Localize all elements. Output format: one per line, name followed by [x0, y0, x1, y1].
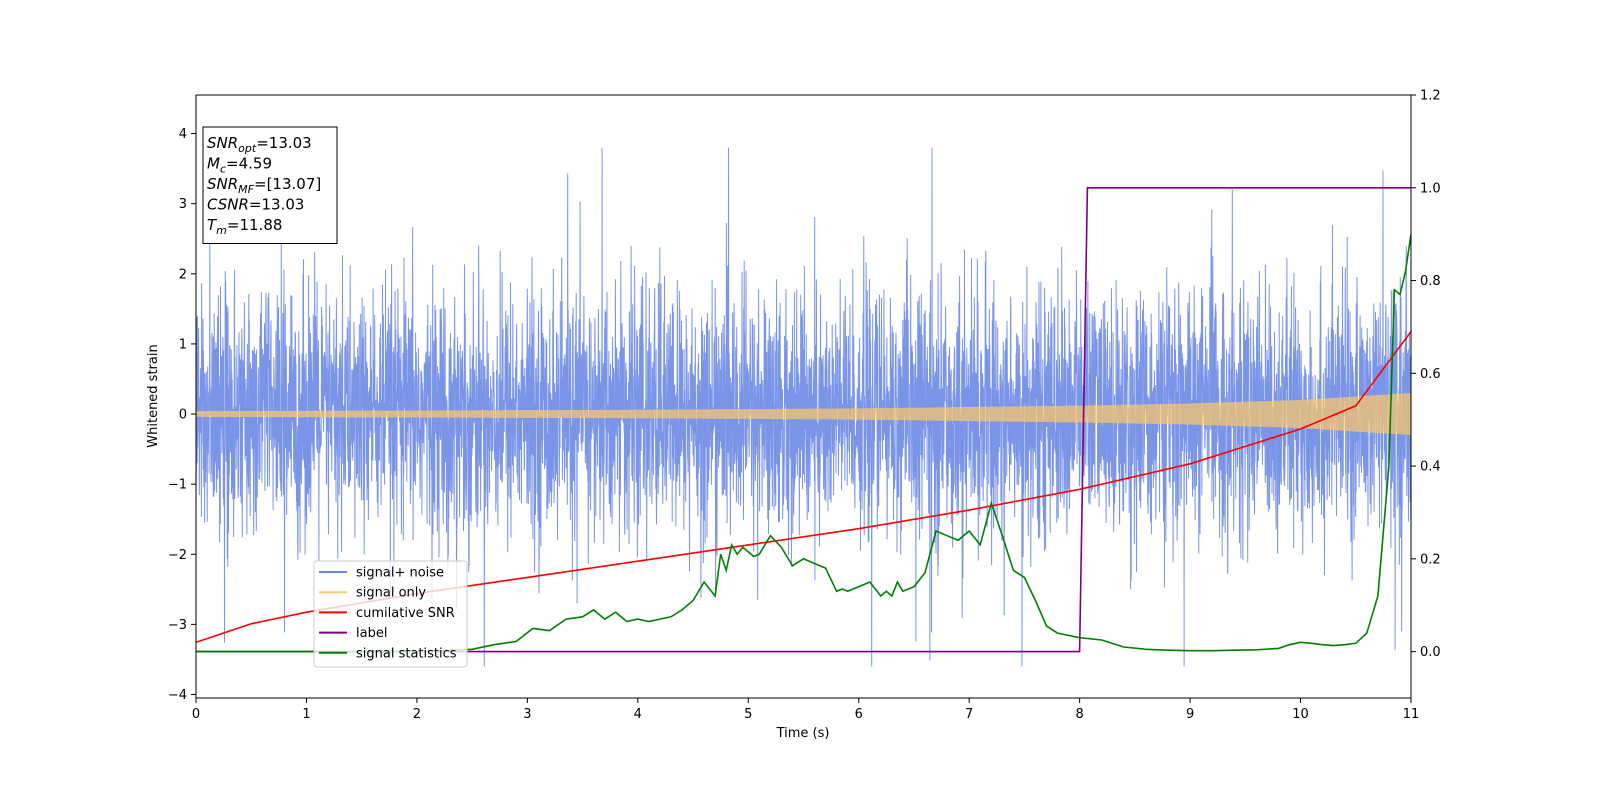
y-tick-label-4: 0: [179, 408, 187, 423]
plot-frame: [195, 94, 1412, 699]
series-line-4: [196, 234, 1411, 653]
legend-label-2: cumilative SNR: [356, 606, 455, 621]
y-right-tick-label-0: 0.0: [1420, 645, 1441, 660]
y-tick-label-0: −4: [168, 688, 187, 703]
legend-label-1: signal only: [356, 586, 426, 601]
x-tick-label-0: 0: [192, 707, 200, 722]
legend-frame: [313, 560, 468, 668]
legend-label-4: signal statistics: [356, 646, 457, 661]
y-right-tick-label-1: 0.2: [1420, 552, 1441, 567]
series-line-1: [196, 392, 1411, 436]
y-tick-label-3: −1: [168, 478, 187, 493]
y-tick-label-2: −2: [168, 548, 187, 563]
info-box-frame: [202, 126, 338, 244]
x-axis-label: Time (s): [776, 726, 830, 741]
y-tick-label-5: 1: [179, 337, 187, 352]
y-right-tick-label-6: 1.2: [1420, 89, 1441, 104]
info-line-0: SNRopt=13.03: [207, 134, 312, 155]
y-right-tick-label-5: 1.0: [1420, 181, 1441, 196]
x-tick-label-5: 5: [744, 707, 752, 722]
info-line-2: SNRMF=[13.07]: [207, 175, 321, 196]
legend: signal+ noise signal only cumilative SNR la…: [313, 560, 468, 668]
x-tick-label-9: 9: [1186, 707, 1194, 722]
x-tick-label-11: 11: [1403, 707, 1420, 722]
y-right-tick-label-2: 0.4: [1420, 460, 1441, 475]
x-tick-label-4: 4: [634, 707, 642, 722]
y-right-tick-label-4: 0.8: [1420, 274, 1441, 289]
x-tick-label-6: 6: [855, 707, 863, 722]
y-axis-label: Whitened strain: [146, 344, 161, 447]
x-tick-label-10: 10: [1292, 707, 1309, 722]
info-line-4: Tm=11.88: [207, 216, 282, 237]
y-tick-label-1: −3: [168, 618, 187, 633]
x-tick-label-7: 7: [965, 707, 973, 722]
y-tick-label-7: 3: [179, 197, 187, 212]
x-tick-label-1: 1: [302, 707, 310, 722]
axes: 0 1 2 3 4 5 6 7 8 9 10 11 −4 −3 −2 −1 0 1 2 3 4 0.0 0.2 0.4 0.6 0…: [168, 89, 1441, 723]
y-right-tick-label-3: 0.6: [1420, 367, 1441, 382]
y-tick-label-8: 4: [179, 127, 187, 142]
x-tick-label-3: 3: [523, 707, 531, 722]
info-box: SNRopt=13.03Mc=4.59SNRMF=[13.07]CSNR=13.…: [202, 126, 338, 244]
y-tick-label-6: 2: [179, 267, 187, 282]
x-tick-label-8: 8: [1075, 707, 1083, 722]
legend-label-0: signal+ noise: [356, 566, 444, 581]
info-line-3: CSNR=13.03: [207, 196, 304, 214]
legend-label-3: label: [356, 626, 387, 641]
series-line-0: [196, 147, 1411, 667]
series-line-3: [196, 187, 1411, 653]
info-line-1: Mc=4.59: [207, 155, 272, 176]
x-tick-label-2: 2: [413, 707, 421, 722]
